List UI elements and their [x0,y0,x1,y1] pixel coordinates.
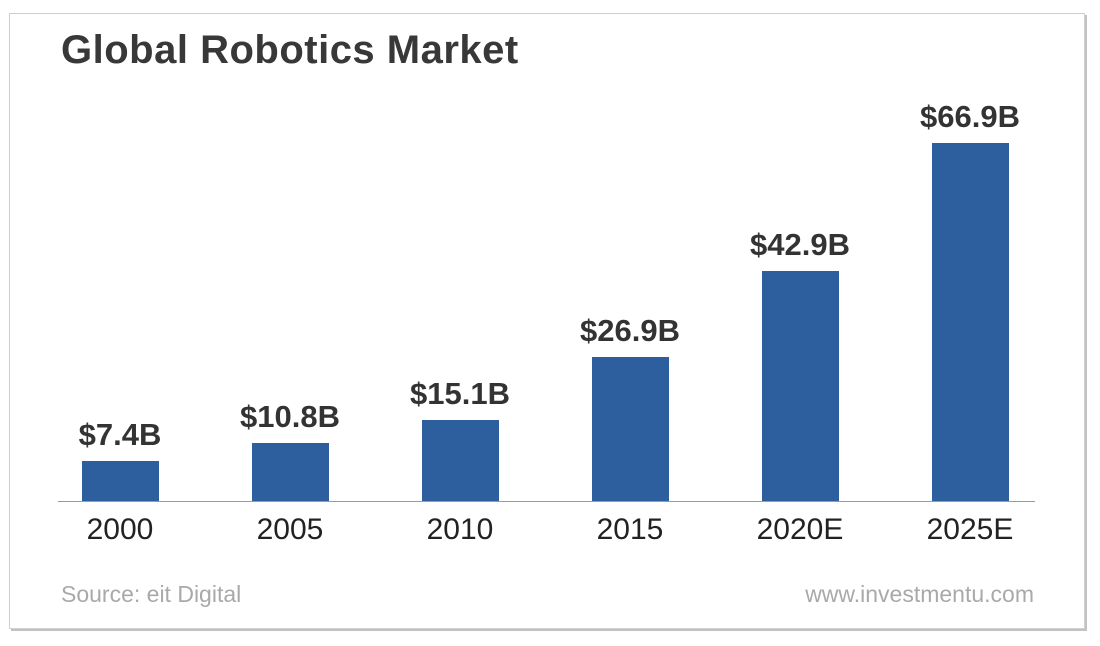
bar-2020E [761,271,839,501]
x-tick-label: 2000 [86,513,154,546]
bar-2025E [931,143,1009,501]
chart-card: Global Robotics Market $7.4B 2000 $10.8B 20… [9,13,1085,629]
bar-2015 [591,357,669,501]
bar-2010 [421,420,499,501]
footer: Source: eit Digital www.investmentu.com [61,581,1034,608]
x-tick-label: 2010 [426,513,494,546]
x-tick-label: 2005 [256,513,324,546]
bar-chart: $7.4B 2000 $10.8B 2005 $15.1B 2010 $26.9B 2015 $… [10,14,1084,564]
x-tick-label: 2015 [596,513,664,546]
bar-value-label: $66.9B [920,99,1020,134]
source-note: Source: eit Digital [61,581,242,607]
bar-value-label: $7.4B [78,417,162,452]
bar-2005 [251,443,329,501]
x-tick-label: 2020E [756,513,844,546]
chart-title: Global Robotics Market [61,28,519,72]
x-axis-line [58,501,1035,502]
bar-2000 [81,461,159,501]
bar-value-label: $15.1B [410,376,510,411]
bar-value-label: $42.9B [750,227,850,262]
bar-value-label: $10.8B [240,399,340,434]
x-tick-label: 2025E [926,513,1014,546]
bar-value-label: $26.9B [580,313,680,348]
website-text: www.investmentu.com [805,581,1034,607]
